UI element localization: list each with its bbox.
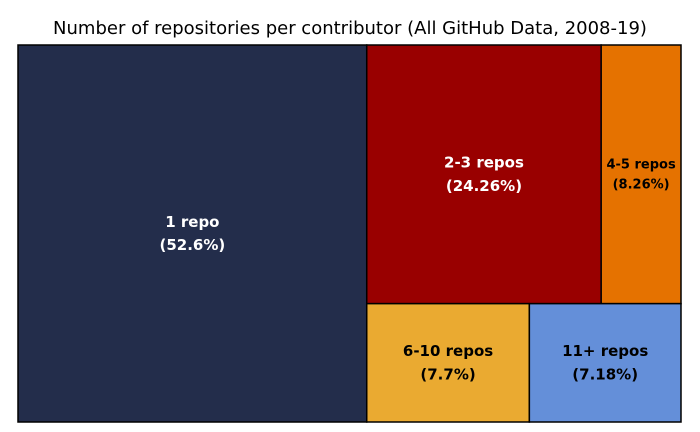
- tile-4-5-repos: [600, 44, 682, 305]
- tile-label-11-repos: 11+ repos: [562, 342, 648, 360]
- treemap-labels: 1 repo (52.6%) 2-3 repos (24.26%) 4-5 repos (…: [159, 154, 675, 384]
- tile-label-1-repo: 1 repo: [165, 213, 219, 231]
- tile-label-4-5-repos: 4-5 repos: [606, 157, 675, 172]
- tile-2-3-repos: [365, 44, 602, 305]
- tile-value-11-repos: (7.18%): [572, 365, 638, 383]
- tile-value-6-10-repos: (7.7%): [420, 365, 475, 383]
- tile-6-10-repos: [365, 302, 531, 423]
- chart-title: Number of repositories per contributor (…: [53, 18, 647, 39]
- tile-11-repos: [528, 302, 682, 423]
- treemap-tiles: [17, 44, 682, 423]
- tile-value-2-3-repos: (24.26%): [446, 177, 522, 195]
- tile-label-6-10-repos: 6-10 repos: [403, 342, 493, 360]
- tile-label-2-3-repos: 2-3 repos: [444, 154, 524, 172]
- tile-value-1-repo: (52.6%): [159, 236, 225, 254]
- tile-1-repo: [17, 44, 368, 423]
- tile-value-4-5-repos: (8.26%): [613, 178, 670, 193]
